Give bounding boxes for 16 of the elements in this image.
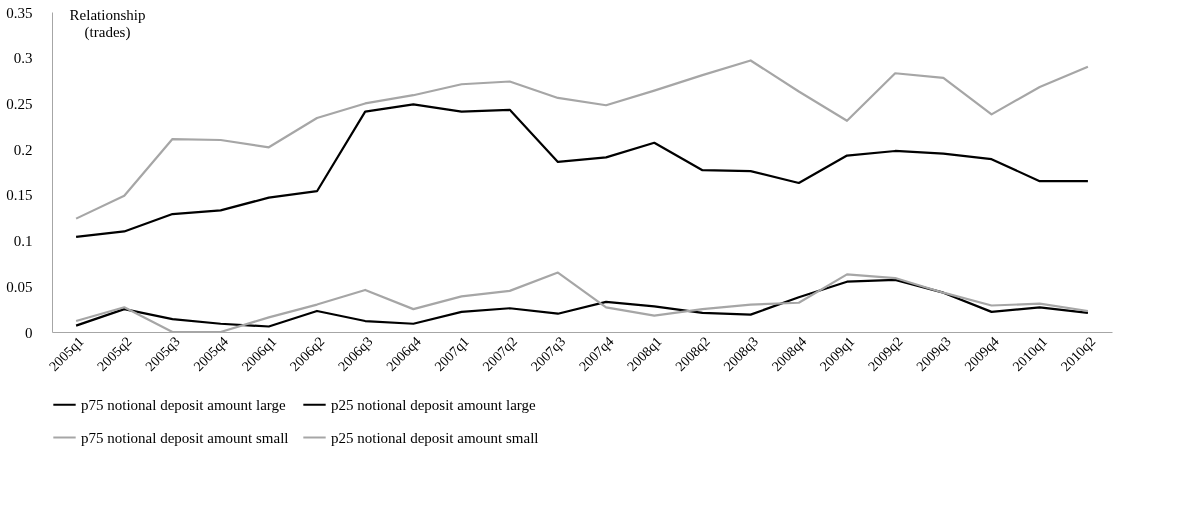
y-tick-label: 0.25 <box>6 95 33 112</box>
y-tick-label: 0.35 <box>6 4 33 21</box>
line-series <box>74 59 1090 220</box>
y-tick-label: 0.05 <box>6 278 33 295</box>
y-tick-label: 0.15 <box>6 187 33 204</box>
legend-label: p75 notional deposit amount small <box>81 429 289 446</box>
y-tick-label: 0.1 <box>13 233 33 250</box>
line-series <box>74 278 1090 328</box>
y-tick-label: 0.2 <box>13 141 33 158</box>
legend-label: p25 notional deposit amount large <box>331 396 537 413</box>
legend-label: p25 notional deposit amount small <box>331 429 539 446</box>
legend-label: p75 notional deposit amount large <box>81 396 287 413</box>
y-tick-label: 0.3 <box>13 50 33 67</box>
line-series <box>74 103 1090 239</box>
y-axis-title: Relationship (trades) <box>69 6 146 41</box>
y-tick-label: 0 <box>25 324 33 341</box>
